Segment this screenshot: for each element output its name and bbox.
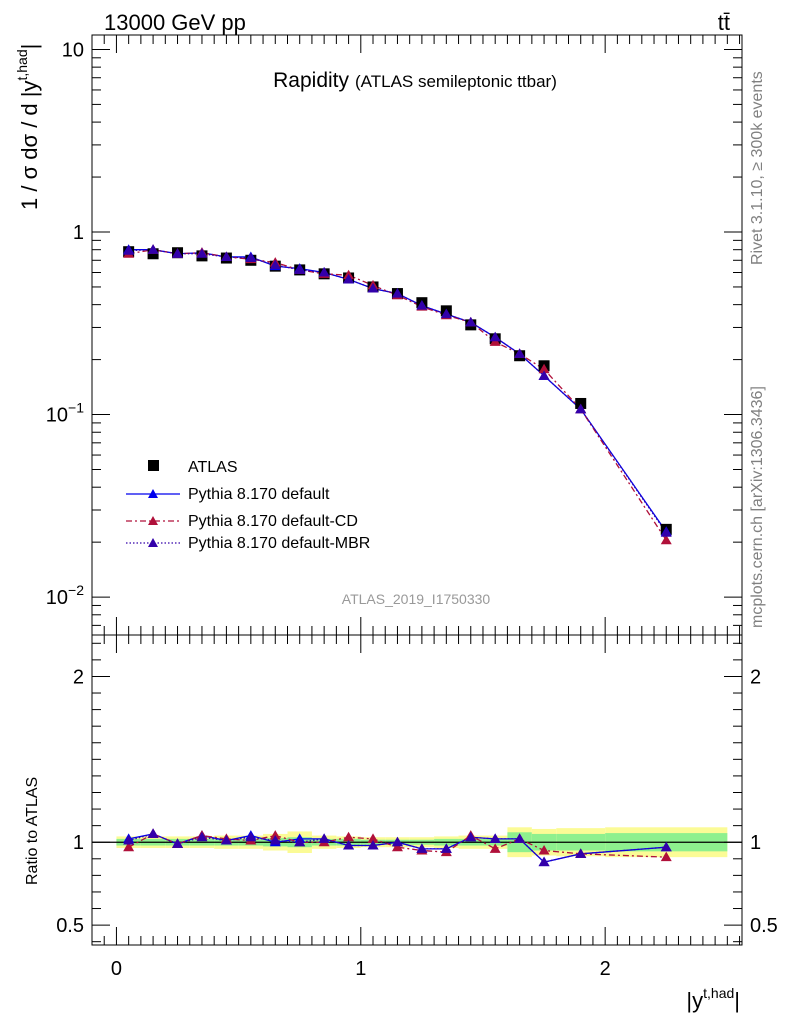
- ratio-y-tick-label: 2: [73, 666, 84, 688]
- main-point-mbr: [343, 273, 355, 284]
- ratio-point-mbr: [220, 835, 232, 845]
- main-point-mbr: [465, 316, 477, 327]
- legend-marker-atlas: [148, 460, 159, 471]
- ratio-y-tick-label-right: 2: [750, 666, 761, 688]
- x-axis-title-sup: t,had: [703, 985, 734, 1001]
- main-point-mbr: [220, 251, 232, 261]
- main-point-cd: [538, 363, 550, 374]
- ratio-point-mbr: [538, 856, 550, 867]
- ratio-point-mbr: [489, 833, 501, 843]
- ratio-point-mbr: [391, 836, 403, 847]
- ratio-point-mbr: [147, 828, 159, 838]
- x-axis-title-end: |: [734, 988, 740, 1013]
- main-point-mbr: [245, 252, 257, 263]
- plot-title-main: Rapidity: [273, 69, 349, 92]
- plot-title: Rapidity (ATLAS semileptonic ttbar): [273, 69, 557, 92]
- energy-label: 13000 GeV pp: [104, 10, 246, 35]
- main-point-mbr: [489, 331, 501, 342]
- ratio-point-mbr: [245, 831, 257, 842]
- ratio-point-mbr: [294, 836, 306, 847]
- ratio-point-cd: [367, 833, 379, 843]
- main-y-tick-base: 10: [46, 587, 68, 609]
- main-y-tick-base: 10: [46, 405, 68, 427]
- ratio-point-mbr: [416, 843, 428, 853]
- ratio-point-cd: [660, 851, 672, 862]
- main-point-mbr: [172, 248, 184, 258]
- ratio-x-tick-label: 2: [600, 958, 611, 980]
- ratio-point-mbr: [367, 840, 379, 850]
- ratio-plot-frame: [91, 634, 743, 946]
- main-y-tick-label: 10: [62, 39, 84, 61]
- main-point-data: [575, 397, 587, 409]
- ratio-y-tick-label-right: 1: [750, 832, 761, 854]
- ratio-y-tick-label: 1: [73, 832, 84, 854]
- main-point-mbr: [514, 348, 526, 358]
- main-y-axis-title-sup: t,had: [14, 49, 30, 80]
- ratio-point-mbr: [269, 835, 281, 845]
- ratio-x-tick-label: 0: [111, 958, 122, 980]
- ratio-point-mbr: [660, 841, 672, 852]
- main-y-axis-title-end: |: [17, 44, 42, 50]
- main-point-mbr: [147, 244, 159, 254]
- main-y-tick-exp: −2: [68, 582, 84, 598]
- ratio-y-tick-label: 0.5: [56, 915, 84, 937]
- main-y-tick-exp: −1: [68, 400, 84, 416]
- main-point-mbr: [123, 245, 135, 255]
- ratio-point-mbr: [440, 843, 452, 853]
- process-label: tt̄: [718, 10, 730, 35]
- legend-label-default: Pythia 8.170 default: [188, 486, 330, 503]
- x-axis-title: |yt,had|: [686, 985, 740, 1013]
- main-point-cd: [660, 534, 672, 545]
- ratio-point-cd: [123, 841, 135, 852]
- main-point-mbr: [416, 300, 428, 310]
- ratio-point-mbr: [575, 848, 587, 858]
- ratio-point-cd: [538, 845, 550, 855]
- main-point-mbr: [367, 283, 379, 293]
- ratio-point-mbr: [343, 840, 355, 850]
- mcplots-label: mcplots.cern.ch [arXiv:1306.3436]: [749, 386, 766, 628]
- legend-label-cd: Pythia 8.170 default-CD: [188, 513, 358, 530]
- main-y-tick-label: 1: [73, 222, 84, 244]
- main-point-mbr: [318, 267, 330, 277]
- rivet-version-label: Rivet 3.1.10, ≥ 300k events: [749, 71, 766, 265]
- main-y-tick-label: 10−2: [46, 582, 84, 609]
- ratio-point-cd: [489, 843, 501, 853]
- ratio-x-tick-label: 1: [355, 958, 366, 980]
- main-point-mbr: [575, 403, 587, 414]
- plot-title-sub: (ATLAS semileptonic ttbar): [355, 72, 557, 91]
- main-point-data: [147, 248, 159, 260]
- ratio-point-mbr: [172, 838, 184, 848]
- main-point-mbr: [660, 527, 672, 537]
- legend-label-atlas: ATLAS: [188, 459, 238, 476]
- main-point-mbr: [440, 308, 452, 319]
- ratio-point-cd: [391, 841, 403, 852]
- ratio-point-mbr: [514, 833, 526, 843]
- main-point-mbr: [196, 248, 208, 258]
- ratio-point-cd: [343, 831, 355, 842]
- main-point-mbr: [391, 288, 403, 298]
- ratio-plot-area: 0.5 0.5 1 1 2 2 0 1 2: [56, 635, 778, 980]
- ratio-y-axis-title: Ratio to ATLAS: [24, 777, 41, 885]
- legend: ATLAS Pythia 8.170 default Pythia 8.170 …: [126, 459, 370, 552]
- legend-marker-mbr: [148, 538, 158, 547]
- ratio-point-mbr: [123, 835, 135, 845]
- ratio-point-cd: [269, 830, 281, 840]
- main-y-tick-label: 10−1: [46, 400, 84, 427]
- ratio-y-tick-label-right: 0.5: [750, 915, 778, 937]
- analysis-id-label: ATLAS_2019_I1750330: [342, 591, 491, 607]
- legend-label-mbr: Pythia 8.170 default-MBR: [188, 535, 370, 552]
- legend-marker-cd: [148, 516, 158, 525]
- ratio-point-mbr: [318, 833, 330, 843]
- main-point-mbr: [294, 264, 306, 274]
- main-y-axis-title-main: 1 / σ dσ / d |y: [17, 81, 42, 210]
- legend-marker-default: [148, 489, 158, 498]
- x-axis-title-main: |y: [686, 988, 703, 1013]
- main-point-mbr: [269, 259, 281, 269]
- main-point-mbr: [538, 370, 550, 380]
- main-y-axis-title: 1 / σ dσ / d |yt,had|: [14, 44, 42, 210]
- ratio-point-mbr: [465, 831, 477, 842]
- ratio-point-mbr: [196, 831, 208, 842]
